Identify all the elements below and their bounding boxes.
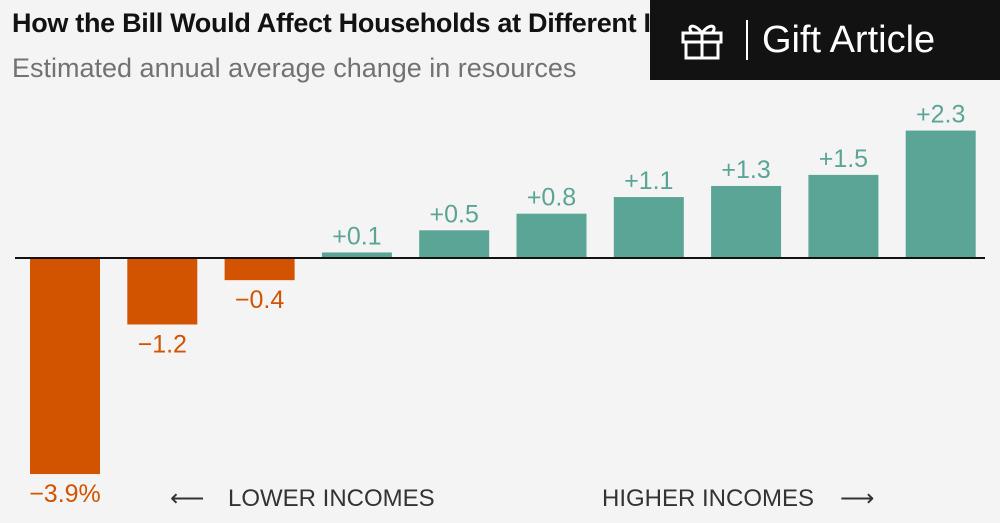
bar-2 xyxy=(127,258,198,325)
higher-incomes-label: HIGHER INCOMES xyxy=(602,485,814,512)
bar-7 xyxy=(613,197,684,258)
bar-6 xyxy=(516,213,587,258)
gift-article-button[interactable]: Gift Article xyxy=(650,0,1000,80)
bar-5 xyxy=(419,230,490,258)
bar-4 xyxy=(321,252,392,258)
gift-article-label: Gift Article xyxy=(762,18,936,61)
gift-icon xyxy=(680,19,724,61)
bar-value-label-6: +0.8 xyxy=(527,184,576,212)
chart-subtitle: Estimated annual average change in resou… xyxy=(12,53,577,83)
bar-value-label-10: +2.3 xyxy=(916,101,965,129)
lower-incomes-label: LOWER INCOMES xyxy=(228,485,435,512)
bar-1 xyxy=(30,258,100,475)
bar-3 xyxy=(224,258,295,281)
bar-value-label-5: +0.5 xyxy=(430,200,479,228)
bar-value-label-8: +1.3 xyxy=(721,156,770,184)
bar-value-label-2: −1.2 xyxy=(138,330,187,358)
bar-8 xyxy=(711,185,782,258)
bar-value-label-1: −3.9% xyxy=(29,480,101,508)
bar-value-label-4: +0.1 xyxy=(332,222,381,250)
bar-value-label-3: −0.4 xyxy=(235,286,284,314)
higher-incomes-arrow: ⟶ xyxy=(840,485,874,512)
lower-incomes-arrow: ⟵ xyxy=(170,485,204,512)
bar-9 xyxy=(808,174,879,258)
bar-value-label-7: +1.1 xyxy=(624,167,673,195)
gift-divider xyxy=(746,20,748,60)
bar-value-label-9: +1.5 xyxy=(819,145,868,173)
bar-10 xyxy=(905,130,976,258)
